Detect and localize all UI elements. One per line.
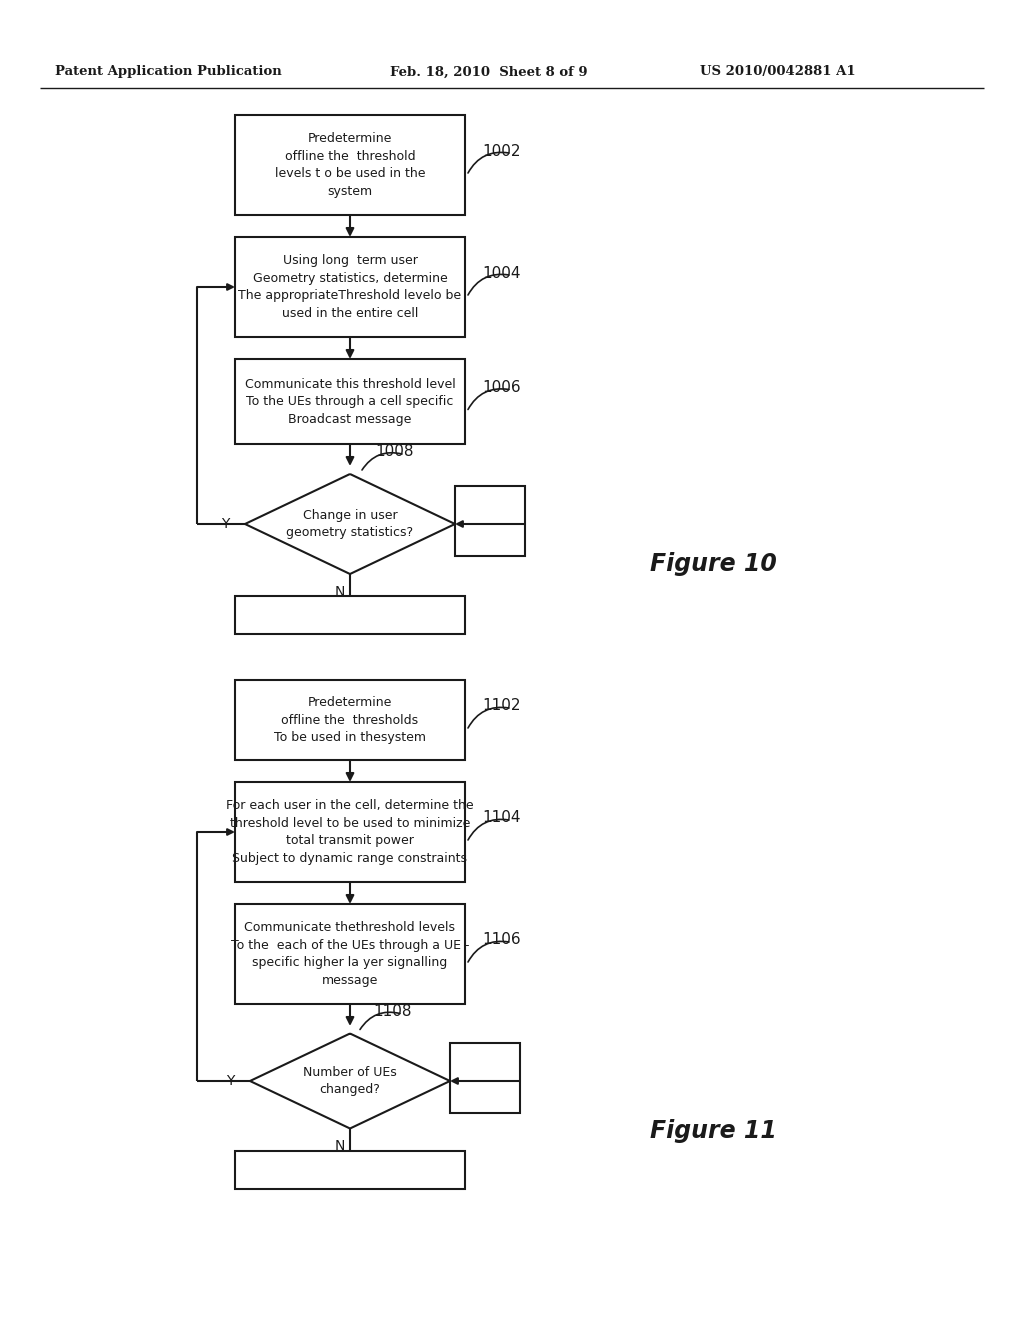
Text: 1006: 1006 (482, 380, 520, 395)
Text: Feb. 18, 2010  Sheet 8 of 9: Feb. 18, 2010 Sheet 8 of 9 (390, 66, 588, 78)
Text: Predetermine
offline the  threshold
levels t o be used in the
system: Predetermine offline the threshold level… (274, 132, 425, 198)
Bar (234, 238, 465, 337)
Text: US 2010/0042881 A1: US 2010/0042881 A1 (700, 66, 856, 78)
Text: Using long  term user
Geometry statistics, determine
The appropriateThreshold le: Using long term user Geometry statistics… (239, 255, 462, 319)
Text: Figure 11: Figure 11 (650, 1119, 777, 1143)
Text: Number of UEs
changed?: Number of UEs changed? (303, 1065, 397, 1096)
Bar (234, 781, 465, 882)
Text: 1104: 1104 (482, 810, 520, 825)
Text: For each user in the cell, determine the
threshold level to be used to minimize
: For each user in the cell, determine the… (226, 799, 474, 865)
Text: 1108: 1108 (373, 1005, 412, 1019)
Bar (450, 1043, 520, 1113)
Text: N: N (335, 1139, 345, 1154)
Text: Change in user
geometry statistics?: Change in user geometry statistics? (287, 508, 414, 540)
Bar (234, 904, 465, 1005)
Bar (234, 115, 465, 215)
Text: 1102: 1102 (482, 698, 520, 714)
Text: 1008: 1008 (375, 445, 414, 459)
Bar (234, 1151, 465, 1188)
Bar (234, 359, 465, 444)
Text: 1004: 1004 (482, 265, 520, 281)
Bar (234, 680, 465, 760)
Text: Predetermine
offline the  thresholds
To be used in thesystem: Predetermine offline the thresholds To b… (274, 696, 426, 744)
Text: Patent Application Publication: Patent Application Publication (55, 66, 282, 78)
Text: 1002: 1002 (482, 144, 520, 158)
Text: 1106: 1106 (482, 932, 520, 948)
Text: Y: Y (221, 517, 229, 531)
Bar (234, 597, 465, 634)
Text: Communicate thethreshold levels
To the  each of the UEs through a UE -
specific : Communicate thethreshold levels To the e… (230, 921, 469, 987)
Text: Figure 10: Figure 10 (650, 552, 777, 576)
Text: N: N (335, 585, 345, 599)
Text: Y: Y (226, 1074, 234, 1088)
Text: Communicate this threshold level
To the UEs through a cell specific
Broadcast me: Communicate this threshold level To the … (245, 378, 456, 425)
Bar (455, 486, 525, 556)
